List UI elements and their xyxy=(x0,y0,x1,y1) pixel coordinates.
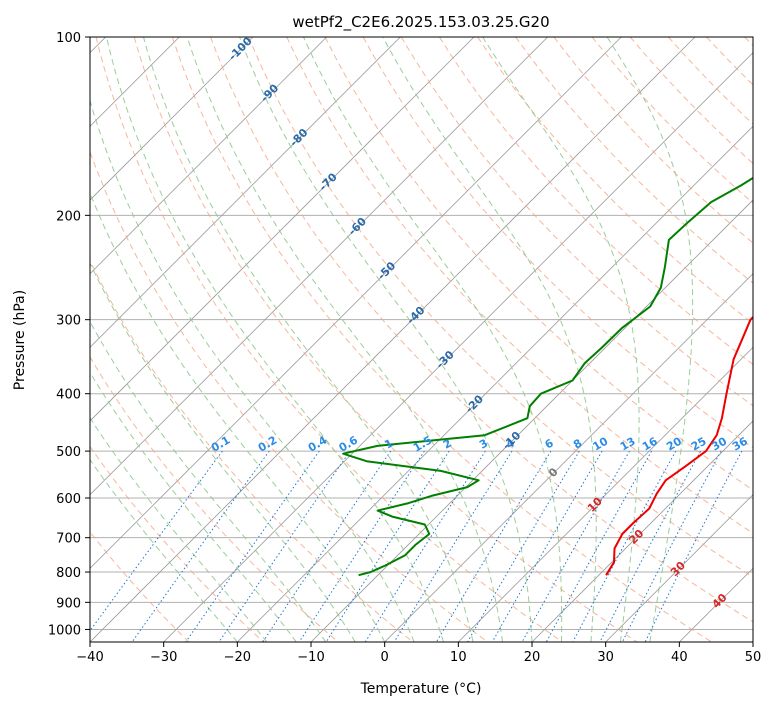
dry-adiabat-line xyxy=(248,37,753,578)
y-tick-label: 900 xyxy=(56,596,81,611)
isotherm-line xyxy=(605,494,753,642)
x-axis-label: Temperature (°C) xyxy=(360,681,482,697)
moist-adiabat-line xyxy=(90,371,297,642)
y-tick-label: 500 xyxy=(56,445,81,460)
mixing-ratio-line xyxy=(467,450,580,642)
isotherm-line xyxy=(90,37,622,569)
chart-title: wetPf2_C2E6.2025.153.03.25.G20 xyxy=(292,13,549,32)
moist-adiabat-line xyxy=(90,191,386,642)
isotherm-line xyxy=(237,125,753,642)
moist-adiabat-line xyxy=(606,37,694,642)
dry-adiabat-line xyxy=(90,355,339,642)
mixing-ratio-line xyxy=(599,450,701,642)
moist-adiabat-line xyxy=(303,37,563,642)
moist-adiabat-line xyxy=(90,458,238,642)
mixing-ratio-line xyxy=(545,450,653,642)
dry-adiabat-line xyxy=(591,37,753,204)
isotherm-line xyxy=(90,37,327,275)
isotherm-line xyxy=(90,37,475,422)
x-tick-label: −30 xyxy=(150,650,177,665)
moist-adiabat-line xyxy=(90,262,356,642)
x-tick-label: 50 xyxy=(745,650,762,665)
dry-adiabat-line xyxy=(95,37,563,642)
mixing-ratio-line xyxy=(491,450,603,642)
y-tick-label: 600 xyxy=(56,492,81,507)
x-tick-label: 0 xyxy=(381,650,389,665)
temperature-trace xyxy=(605,315,753,576)
moist-adiabat-line xyxy=(106,37,445,642)
mixing-ratio-line xyxy=(218,450,351,642)
dry-adiabat-line xyxy=(133,37,638,642)
mixing-ratio-line xyxy=(572,450,677,642)
x-tick-label: −20 xyxy=(224,650,251,665)
y-tick-label: 400 xyxy=(56,388,81,403)
y-tick-label: 100 xyxy=(56,31,81,46)
isotherm-line xyxy=(90,37,696,642)
x-tick-label: −40 xyxy=(76,650,103,665)
x-tick-label: 40 xyxy=(671,650,688,665)
isotherm-line xyxy=(384,273,753,642)
moist-adiabat-line xyxy=(239,37,533,642)
isotherm-line xyxy=(90,37,401,348)
mixing-ratio-line xyxy=(621,450,722,642)
isotherm-line xyxy=(163,52,753,642)
isotherm-line xyxy=(90,37,254,201)
isotherm-line xyxy=(90,37,548,496)
dry-adiabat-line xyxy=(362,37,753,449)
dry-adiabat-line xyxy=(438,37,753,365)
moist-adiabat-line xyxy=(143,37,474,642)
mixing-ratio-line xyxy=(521,450,630,642)
dry-adiabat-line xyxy=(90,259,414,642)
dewpoint-trace xyxy=(342,176,753,577)
x-tick-label: −10 xyxy=(297,650,324,665)
dry-adiabat-line xyxy=(90,445,264,642)
mixing-ratio-line xyxy=(393,450,513,642)
mixing-ratio-line xyxy=(435,450,552,642)
mixing-ratio-line xyxy=(131,450,270,642)
moist-adiabat-line xyxy=(186,37,503,642)
mixing-ratio-line xyxy=(364,450,486,642)
dry-adiabat-line xyxy=(324,37,753,491)
y-tick-label: 300 xyxy=(56,314,81,329)
x-tick-label: 10 xyxy=(450,650,467,665)
x-tick-label: 20 xyxy=(524,650,541,665)
x-tick-label: 30 xyxy=(597,650,614,665)
dry-adiabat-line xyxy=(210,37,753,623)
moist-adiabat-line xyxy=(90,320,327,642)
dry-adiabat-line xyxy=(286,37,753,534)
mixing-ratio-line xyxy=(185,450,320,642)
moist-adiabat-line xyxy=(90,416,268,642)
moist-adiabat-line xyxy=(90,98,415,642)
moist-adiabat-line xyxy=(382,37,597,642)
dry-adiabat-line xyxy=(400,37,753,407)
isotherm-line xyxy=(458,346,753,642)
plot-frame xyxy=(89,36,754,643)
y-tick-label: 200 xyxy=(56,209,81,224)
moist-adiabat-line xyxy=(482,37,640,642)
y-tick-label: 1000 xyxy=(48,623,81,638)
isotherm-line xyxy=(531,420,753,642)
dry-adiabat-line xyxy=(553,37,753,244)
y-tick-label: 700 xyxy=(56,532,81,547)
y-axis-label: Pressure (hPa) xyxy=(12,290,28,390)
y-tick-label: 800 xyxy=(56,566,81,581)
dry-adiabat-line xyxy=(171,37,712,642)
